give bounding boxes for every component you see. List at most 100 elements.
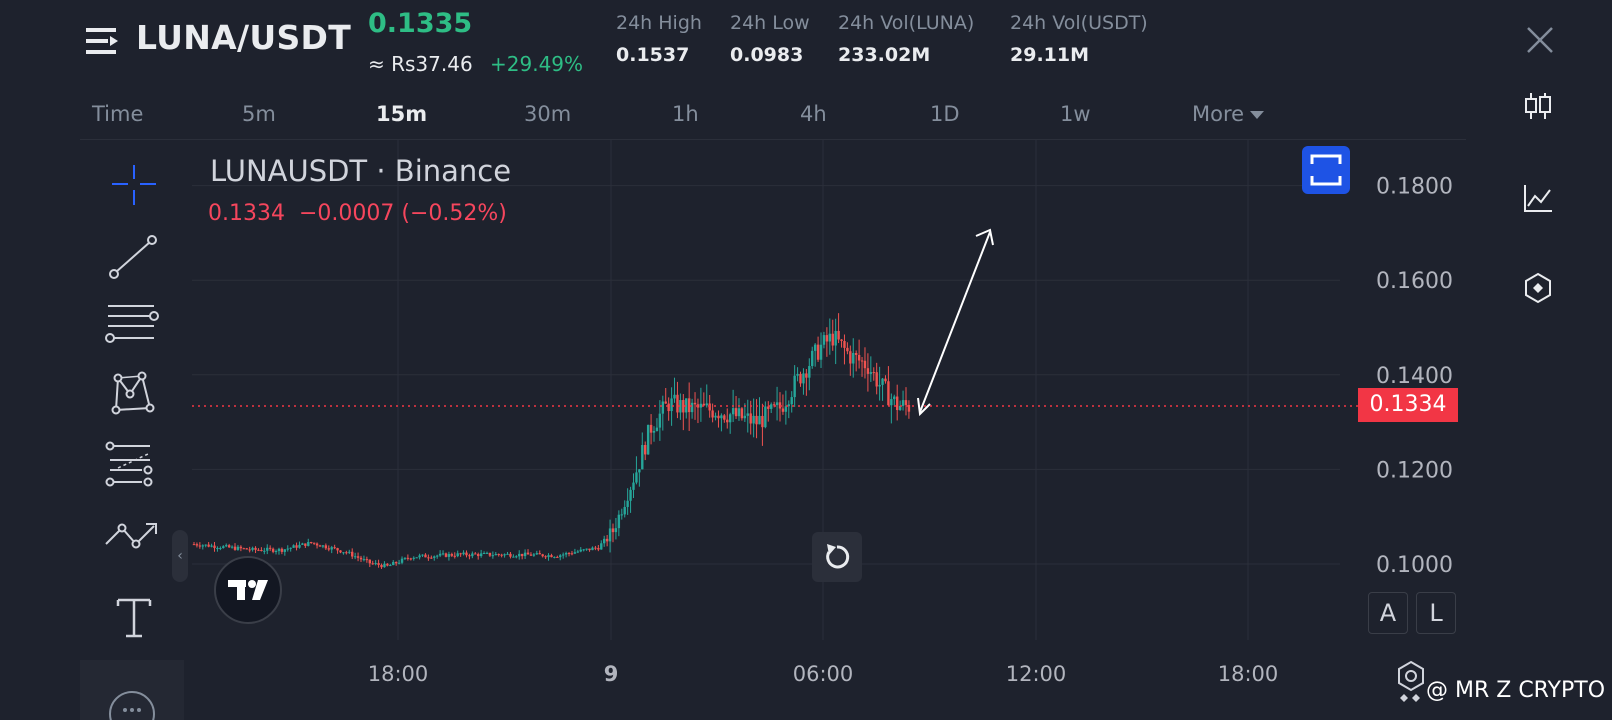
candle-body [362,559,366,561]
candle-body [772,404,776,406]
candle-body [289,547,292,549]
candle-body [213,545,216,549]
candle-body [447,554,451,557]
tab-5m[interactable]: 5m [242,102,276,126]
candle-body [805,373,808,378]
text-tool-icon[interactable] [104,592,164,642]
chart-legend-values: 0.1334 −0.0007 (−0.52%) [208,201,507,226]
candle-body [474,553,477,555]
candle-body [239,546,243,549]
candle-body [614,528,618,533]
candle-body [556,556,559,558]
tab-4h[interactable]: 4h [800,102,827,126]
candle-body [813,344,817,351]
candle-body [620,514,623,516]
candle-body [617,514,621,529]
tab-1d[interactable]: 1D [930,102,960,126]
reset-chart-button[interactable] [812,532,862,582]
candle-body [242,548,246,550]
pair-title[interactable]: LUNA/USDT [136,18,352,57]
candle-body [881,378,884,385]
candle-body [412,557,415,559]
candle-body [541,554,544,557]
candle-body [532,554,536,556]
candle-body [257,549,260,551]
path-tool-icon[interactable] [104,512,164,562]
candle-body [787,404,790,407]
ticker-header: LUNA/USDT 0.1335 ≈ Rs37.46 +29.49% 24h H… [0,0,1612,90]
candle-body [626,500,629,507]
candle-body [893,396,896,400]
candle-body [403,557,407,559]
candle-body [866,368,870,374]
candle-body [834,330,837,346]
candle-body [831,333,834,346]
candle-body [857,354,861,361]
tab-time[interactable]: Time [92,102,144,126]
candle-body [283,549,287,552]
candle-body [840,339,843,342]
candle-body [896,396,899,411]
candle-body [564,553,568,555]
candle-body [717,415,720,419]
candlestick-type-icon[interactable] [1522,90,1554,122]
menu-icon[interactable] [86,26,120,56]
stat-value-high: 0.1537 [616,44,690,66]
candle-body [884,378,887,382]
candle-body [682,400,685,413]
candle-body [661,401,664,414]
tab-15m[interactable]: 15m [376,102,428,126]
candle-body [816,344,820,360]
candle-body [743,415,747,419]
tab-more[interactable]: More [1192,102,1265,126]
trend-line-icon[interactable] [104,232,164,282]
refresh-icon [826,544,850,569]
candle-body [825,335,829,342]
candle-body [544,556,547,558]
candle-body [286,548,289,550]
candle-body [225,545,228,547]
candle-body [435,555,439,557]
candle-body [535,553,539,555]
chart-legend-title: LUNAUSDT · Binance [210,154,512,188]
candle-body [277,548,281,552]
close-icon[interactable] [1524,24,1556,56]
candle-body [837,330,840,340]
tab-30m[interactable]: 30m [524,102,572,126]
x-tick-label: 9 [604,662,619,686]
candle-body [720,415,723,419]
tab-1w[interactable]: 1w [1060,102,1091,126]
candle-body [588,548,591,551]
toolbar-collapse-button[interactable]: ‹ [172,530,188,582]
candle-body [327,548,330,550]
candle-body [456,553,459,557]
candle-body [433,556,436,558]
candle-body [632,482,635,490]
candle-body [746,413,749,416]
candle-body [500,554,503,556]
fib-retracement-icon[interactable] [104,302,164,352]
tab-1h[interactable]: 1h [672,102,699,126]
tradingview-logo[interactable] [214,556,282,624]
indicators-icon[interactable] [1522,182,1554,214]
trend-arrow-annotation[interactable] [917,228,994,417]
more-tools-button[interactable] [80,660,184,720]
candle-body [576,551,580,553]
log-scale-button[interactable]: L [1416,592,1456,634]
y-tick-label: 0.1600 [1376,269,1453,294]
pattern-tool-icon[interactable] [104,370,164,420]
candle-body [195,544,199,546]
fullscreen-icon[interactable] [1302,146,1350,194]
candle-body [641,444,644,470]
candle-body [758,415,761,425]
auto-scale-button[interactable]: A [1368,592,1408,634]
candle-body [649,424,653,433]
crosshair-icon[interactable] [104,160,164,210]
candle-body [336,548,339,551]
settings-hex-icon[interactable] [1522,272,1554,304]
forecast-tool-icon[interactable] [104,440,164,490]
candle-body [860,360,864,362]
candle-body [365,559,369,561]
candle-body [351,551,354,557]
